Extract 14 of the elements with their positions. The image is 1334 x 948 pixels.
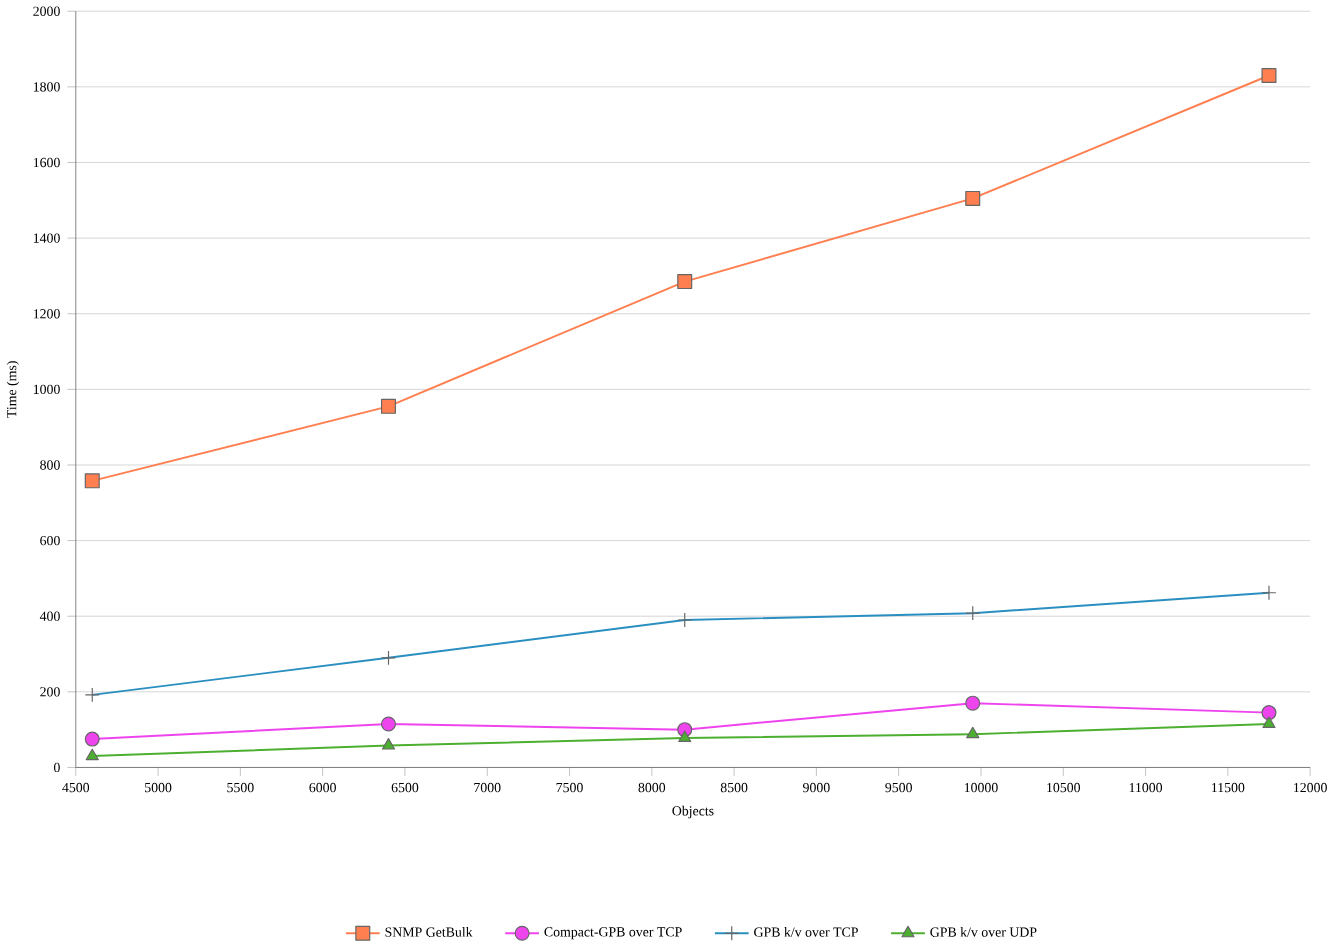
point (85, 748, 99, 761)
point (381, 738, 396, 750)
point (380, 399, 397, 415)
point (380, 716, 397, 732)
point (84, 731, 100, 747)
point (84, 473, 100, 489)
point (677, 274, 693, 290)
point (678, 730, 692, 743)
point (965, 191, 981, 207)
point (965, 695, 981, 711)
point (966, 726, 980, 739)
point (1261, 68, 1277, 84)
point (1262, 716, 1276, 729)
point (1261, 705, 1277, 721)
